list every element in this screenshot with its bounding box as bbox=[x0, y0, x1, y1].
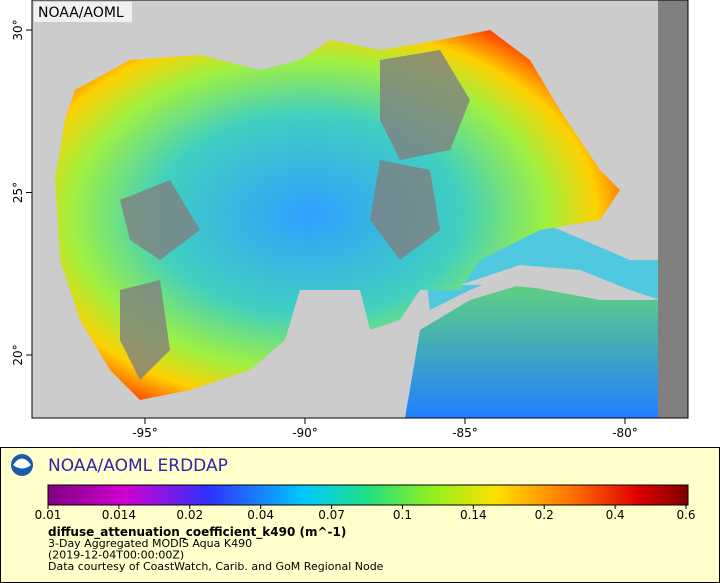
legend-line: 3-Day Aggregated MODIS Aqua K490 bbox=[48, 537, 252, 550]
y-tick-label: 20° bbox=[11, 344, 25, 365]
variable-name: diffuse_attenuation_coefficient_k490 (m^… bbox=[48, 525, 346, 540]
colorbar-tick-label: 0.01 bbox=[35, 508, 62, 522]
axes: -95° -90° -85° -80° 30° 25° 20° 0.01 0.014 0.02 0.… bbox=[11, 19, 696, 573]
colorbar-tick-label: 0.4 bbox=[606, 508, 625, 522]
legend-line: Data courtesy of CoastWatch, Carib. and … bbox=[48, 560, 384, 573]
colorbar-tick-label: 0.02 bbox=[176, 508, 203, 522]
cloud bbox=[370, 160, 440, 260]
colorbar-tick-label: 0.04 bbox=[247, 508, 274, 522]
cloud bbox=[120, 280, 170, 380]
map-frame bbox=[31, 0, 689, 419]
cloud bbox=[120, 180, 200, 260]
legend-line: (2019-12-04T00:00:00Z) bbox=[48, 549, 184, 562]
y-tick-label: 30° bbox=[11, 19, 25, 40]
colorbar-tick-label: 0.07 bbox=[318, 508, 345, 522]
colorbar-tick-label: 0.2 bbox=[535, 508, 554, 522]
map: NOAA/AOML bbox=[31, 0, 689, 419]
legend-title: NOAA/AOML ERDDAP bbox=[48, 456, 228, 476]
gulf-of-mexico bbox=[55, 30, 620, 400]
colorbar-tick-label: 0.014 bbox=[102, 508, 136, 522]
no-data-strip bbox=[658, 0, 688, 418]
florida bbox=[555, 0, 658, 200]
x-tick-label: -95° bbox=[132, 426, 158, 440]
watermark: NOAA/AOML bbox=[38, 5, 124, 21]
caribbean-sea bbox=[405, 285, 660, 418]
colorbar-tick-label: 0.6 bbox=[676, 508, 695, 522]
x-tick-label: -90° bbox=[292, 426, 318, 440]
watermark-bg bbox=[34, 2, 132, 22]
cuba bbox=[460, 265, 630, 300]
x-tick-label: -80° bbox=[612, 426, 638, 440]
colorbar bbox=[47, 484, 689, 506]
x-tick-label: -85° bbox=[452, 426, 478, 440]
colorbar-tick-label: 0.1 bbox=[393, 508, 412, 522]
cloud bbox=[380, 50, 470, 160]
logo-bird bbox=[13, 458, 31, 469]
yucatan bbox=[295, 290, 370, 380]
y-tick-label: 25° bbox=[11, 182, 25, 203]
colorbar-tick-label: 0.14 bbox=[460, 508, 487, 522]
